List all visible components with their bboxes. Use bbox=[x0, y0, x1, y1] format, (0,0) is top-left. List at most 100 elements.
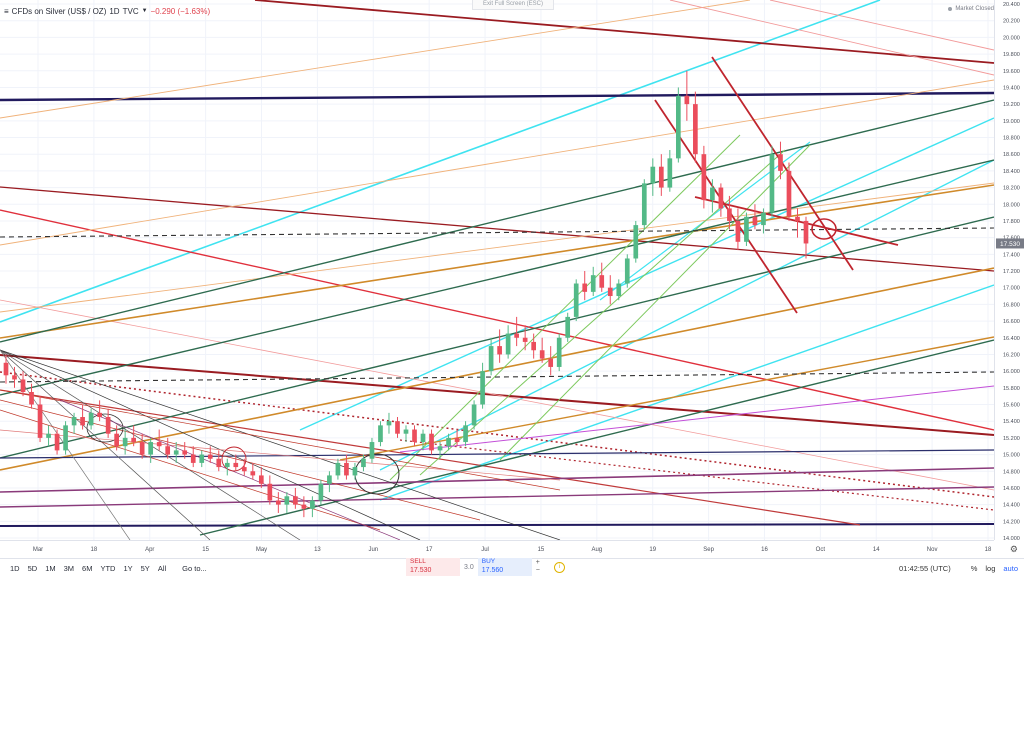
darkred-trendline[interactable] bbox=[254, 0, 994, 64]
price-tick-label: 19.400 bbox=[1003, 85, 1020, 91]
candle-body bbox=[361, 458, 366, 468]
red-trendline[interactable] bbox=[0, 209, 994, 431]
highlight-circle[interactable] bbox=[811, 218, 837, 240]
candle-body bbox=[182, 450, 188, 455]
navy-horizontal-line[interactable] bbox=[0, 91, 994, 102]
highlight-circle[interactable] bbox=[221, 446, 247, 472]
red-trendline[interactable] bbox=[0, 389, 861, 526]
range-ytd-button[interactable]: YTD bbox=[100, 563, 116, 573]
candle-body bbox=[701, 154, 707, 201]
purple-line[interactable] bbox=[0, 486, 994, 508]
orange-trendline[interactable] bbox=[0, 267, 994, 471]
highlight-circle[interactable] bbox=[86, 413, 124, 443]
time-tick-label: 17 bbox=[426, 547, 433, 553]
chevron-down-icon[interactable]: ▼ bbox=[141, 8, 148, 14]
cyan-trendline[interactable] bbox=[0, 0, 881, 323]
range-1m-button[interactable]: 1M bbox=[45, 563, 56, 573]
cyan-trendline[interactable] bbox=[379, 284, 994, 501]
green-trendline[interactable] bbox=[0, 216, 994, 459]
candle-body bbox=[378, 425, 383, 443]
candle-body bbox=[29, 391, 34, 405]
fan-line[interactable] bbox=[0, 349, 421, 540]
thin-pink-line[interactable] bbox=[769, 0, 994, 51]
range-6m-button[interactable]: 6M bbox=[82, 563, 93, 573]
fan-line[interactable] bbox=[0, 389, 561, 491]
range-1y-button[interactable]: 1Y bbox=[123, 563, 133, 573]
log-toggle[interactable]: log bbox=[985, 563, 996, 573]
interval-label[interactable]: 1D bbox=[109, 6, 120, 16]
fan-line[interactable] bbox=[0, 349, 211, 540]
gear-icon[interactable]: ⚙ bbox=[1009, 544, 1018, 554]
drag-handle-icon[interactable]: ≡ bbox=[4, 6, 9, 16]
percent-toggle[interactable]: % bbox=[970, 563, 978, 573]
price-tick-label: 18.800 bbox=[1003, 136, 1020, 142]
red-wedge-line[interactable] bbox=[694, 196, 899, 246]
thin-orange-line[interactable] bbox=[0, 79, 994, 246]
price-tick-label: 15.800 bbox=[1003, 386, 1020, 392]
green-trendline[interactable] bbox=[0, 159, 994, 396]
trendline-drawings[interactable] bbox=[0, 0, 994, 540]
orange-trendline[interactable] bbox=[0, 184, 994, 339]
chart-header: ≡ CFDs on Silver (US$ / OZ) 1D TVC ▼ −0.… bbox=[4, 4, 210, 18]
purple-line[interactable] bbox=[0, 467, 994, 493]
time-axis[interactable]: Mar 18 Apr 15 May 13 Jun 17 Jul 15 Aug 19 Sep 16 Oct 14… bbox=[33, 547, 992, 553]
fan-line[interactable] bbox=[0, 349, 561, 540]
fan-line[interactable] bbox=[0, 409, 381, 531]
goto-button[interactable]: Go to... bbox=[182, 563, 207, 573]
lightgreen-channel-line[interactable] bbox=[419, 149, 786, 476]
time-tick-label: 15 bbox=[202, 547, 209, 553]
range-all-button[interactable]: All bbox=[157, 563, 167, 573]
market-status-label: Market Closed bbox=[955, 6, 994, 12]
thin-pink-line[interactable] bbox=[669, 0, 994, 76]
candle-body bbox=[590, 275, 596, 292]
candle-body bbox=[233, 462, 239, 468]
fan-line[interactable] bbox=[0, 399, 481, 521]
candle-body bbox=[454, 437, 460, 443]
candle-body bbox=[599, 275, 605, 288]
range-3m-button[interactable]: 3M bbox=[63, 563, 75, 573]
auto-toggle[interactable]: auto bbox=[1003, 563, 1018, 573]
price-tick-label: 14.800 bbox=[1003, 469, 1020, 475]
range-5d-button[interactable]: 5D bbox=[27, 563, 38, 573]
green-trendline[interactable] bbox=[199, 339, 994, 536]
orange-trendline[interactable] bbox=[339, 336, 994, 461]
buy-button[interactable]: BUY 17.560 bbox=[477, 558, 532, 576]
thin-pink-line[interactable] bbox=[0, 299, 994, 491]
cyan-trendline[interactable] bbox=[379, 159, 994, 471]
cyan-trendline[interactable] bbox=[299, 117, 994, 431]
candle-body bbox=[71, 417, 77, 426]
dashed-horizontal-line[interactable] bbox=[0, 227, 994, 238]
price-tick-label: 17.800 bbox=[1003, 219, 1020, 225]
clock-time[interactable]: 01:42:55 (UTC) bbox=[899, 563, 951, 573]
time-tick-label: 16 bbox=[761, 547, 768, 553]
lightgreen-channel-line[interactable] bbox=[499, 144, 811, 461]
lightgreen-channel-line[interactable] bbox=[389, 134, 741, 481]
candle-body bbox=[505, 333, 511, 355]
candle-body bbox=[386, 421, 392, 426]
quantity-stepper[interactable]: + − bbox=[535, 559, 540, 574]
last-price-label: 17.530 bbox=[1000, 241, 1020, 248]
range-5y-button[interactable]: 5Y bbox=[140, 563, 150, 573]
dashed-horizontal-line[interactable] bbox=[0, 371, 994, 383]
candle-body bbox=[80, 417, 85, 426]
sell-button[interactable]: SELL 17.530 bbox=[406, 558, 460, 576]
candle-body bbox=[778, 154, 783, 171]
price-axis[interactable]: 14.000 14.200 14.400 14.600 14.800 15.000 15.2… bbox=[1003, 2, 1020, 542]
thin-orange-line[interactable] bbox=[0, 182, 994, 313]
magenta-line[interactable] bbox=[399, 385, 994, 453]
green-trendline[interactable] bbox=[0, 99, 994, 343]
price-chart[interactable]: 14.000 14.200 14.400 14.600 14.800 15.000 15.2… bbox=[0, 0, 1024, 558]
candle-body bbox=[131, 437, 136, 443]
navy-horizontal-line[interactable] bbox=[0, 523, 994, 527]
candle-body bbox=[786, 170, 792, 217]
price-tick-label: 19.000 bbox=[1003, 119, 1020, 125]
price-axis-border bbox=[994, 0, 995, 540]
info-icon[interactable]: i bbox=[553, 561, 565, 573]
exit-fullscreen-button[interactable]: Exit Full Screen (ESC) bbox=[472, 0, 554, 10]
symbol-title[interactable]: CFDs on Silver (US$ / OZ) bbox=[11, 6, 107, 16]
candle-body bbox=[735, 220, 741, 242]
range-1d-button[interactable]: 1D bbox=[10, 563, 20, 573]
navy-line[interactable] bbox=[0, 449, 994, 459]
thin-orange-line[interactable] bbox=[0, 0, 751, 119]
red-dotted-line[interactable] bbox=[0, 371, 994, 498]
